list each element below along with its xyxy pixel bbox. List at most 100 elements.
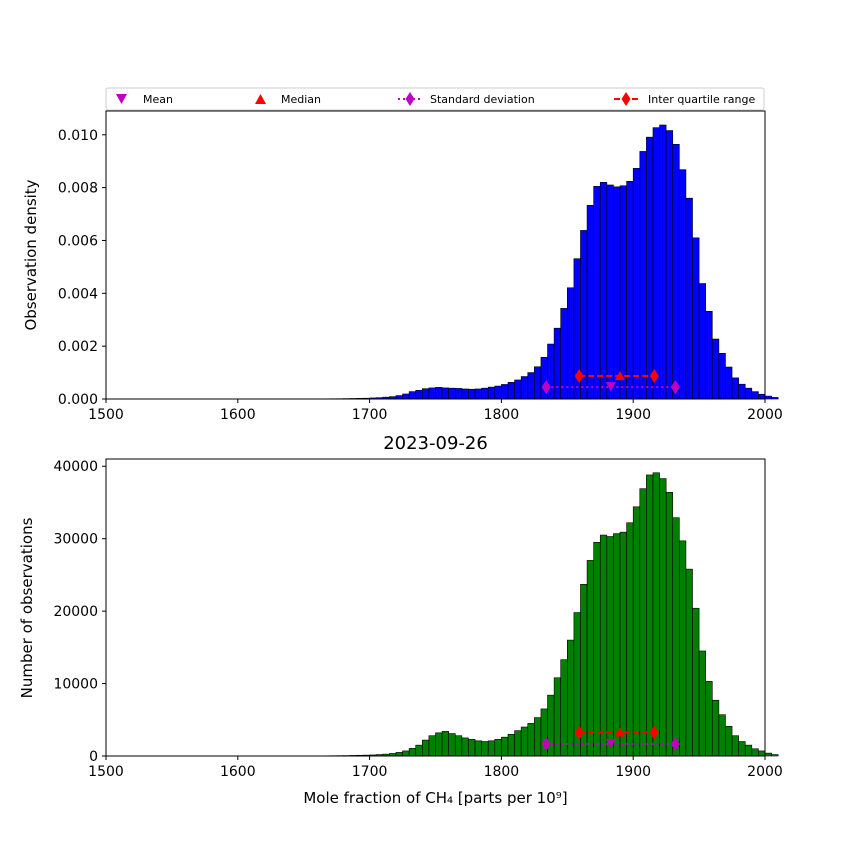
density-iqr-low-marker xyxy=(574,369,584,384)
count-bar xyxy=(771,754,779,757)
count-bar xyxy=(652,472,660,757)
density-x-tick-label: 1700 xyxy=(352,407,388,423)
count-bar xyxy=(764,752,772,757)
density-bar xyxy=(534,366,542,400)
density-bar xyxy=(718,352,726,400)
count-bar xyxy=(744,744,753,757)
count-bar xyxy=(520,726,529,757)
density-bar xyxy=(441,387,449,400)
density-mean-marker xyxy=(605,382,616,392)
count-bar xyxy=(711,699,720,757)
count-bar xyxy=(474,740,482,757)
density-bars xyxy=(309,124,779,400)
count-bar xyxy=(402,750,410,757)
density-bar xyxy=(520,376,529,400)
legend-item-median: Median xyxy=(255,93,321,106)
density-bar xyxy=(679,169,687,400)
density-panel: 1500 1600 1700 1800 1900 2000 0.000 0.002 0.004 0… xyxy=(22,110,783,423)
count-bar xyxy=(626,522,634,757)
count-bar xyxy=(481,741,489,757)
count-iqr-low-marker xyxy=(574,725,584,740)
density-bar xyxy=(468,388,476,400)
count-bar xyxy=(448,733,456,757)
density-bar xyxy=(395,395,403,400)
count-bar xyxy=(698,650,706,757)
count-bar xyxy=(606,536,614,757)
density-bar xyxy=(422,388,430,400)
density-bar xyxy=(659,124,667,400)
density-bar xyxy=(402,393,410,400)
count-bar xyxy=(665,492,674,757)
density-bar xyxy=(474,388,482,400)
density-bar xyxy=(454,388,463,400)
density-markers xyxy=(541,369,680,395)
count-bar xyxy=(632,506,641,757)
count-x-tick-label: 2000 xyxy=(747,764,783,780)
count-panel-title: 2023-09-26 xyxy=(383,433,488,454)
count-y-tick-label: 40000 xyxy=(53,459,98,475)
density-bar xyxy=(632,168,641,400)
density-x-tick-label: 1900 xyxy=(615,407,651,423)
legend: Mean Median Standard deviation Inter qua… xyxy=(105,87,765,111)
count-bar xyxy=(415,744,423,757)
count-bar xyxy=(566,639,575,757)
density-bar xyxy=(626,180,634,400)
count-x-tick-label: 1900 xyxy=(615,764,651,780)
count-y-tick-label: 0 xyxy=(89,749,98,765)
density-y-tick-label: 0.002 xyxy=(58,339,98,355)
count-bar xyxy=(672,517,680,757)
density-bar xyxy=(481,387,489,400)
count-x-tick-label: 1800 xyxy=(484,764,520,780)
density-bar xyxy=(692,237,700,400)
count-x-tick-label: 1700 xyxy=(352,764,388,780)
count-bar xyxy=(487,740,496,757)
density-bar xyxy=(771,397,779,400)
density-bar xyxy=(560,308,568,400)
count-y-tick-label: 10000 xyxy=(53,677,98,693)
count-bar xyxy=(718,714,726,757)
count-y-axis-label: Number of observations xyxy=(18,517,36,698)
density-bar xyxy=(764,395,772,400)
count-mean-marker xyxy=(605,739,616,749)
density-plot-frame xyxy=(105,110,766,400)
count-bar xyxy=(534,717,542,757)
legend-label-iqr: Inter quartile range xyxy=(648,93,755,106)
count-bar xyxy=(441,731,449,757)
count-bar xyxy=(758,750,766,757)
count-std-high-marker xyxy=(670,737,680,752)
density-std-low-marker xyxy=(541,380,551,395)
count-bar xyxy=(619,531,627,757)
density-bar xyxy=(613,186,621,400)
density-std-high-marker xyxy=(670,380,680,395)
density-bar xyxy=(415,389,423,400)
density-bar xyxy=(731,377,739,400)
density-bar xyxy=(547,343,555,400)
density-bar xyxy=(665,130,674,400)
count-bar xyxy=(428,735,436,757)
density-bar xyxy=(586,205,594,400)
density-bar xyxy=(435,387,443,400)
count-bar xyxy=(593,542,601,757)
density-bar xyxy=(646,136,654,400)
density-bar xyxy=(639,151,647,400)
density-bar xyxy=(758,393,766,400)
density-y-tick-label: 0.000 xyxy=(58,392,98,408)
density-bar xyxy=(428,387,436,400)
density-bar xyxy=(527,372,535,400)
count-bar xyxy=(705,681,713,757)
density-bar xyxy=(599,182,608,400)
legend-label-median: Median xyxy=(281,93,321,106)
count-y-tick-label: 20000 xyxy=(53,604,98,620)
count-bar xyxy=(514,730,522,757)
density-bar xyxy=(507,382,515,400)
count-plot-frame xyxy=(105,458,766,757)
count-bar xyxy=(586,560,594,757)
density-bar xyxy=(711,338,720,400)
count-bars xyxy=(309,472,779,757)
count-bar xyxy=(435,732,443,757)
density-bar xyxy=(705,310,713,400)
legend-label-std: Standard deviation xyxy=(430,93,535,106)
count-bar xyxy=(639,488,647,757)
count-bar xyxy=(679,540,687,757)
